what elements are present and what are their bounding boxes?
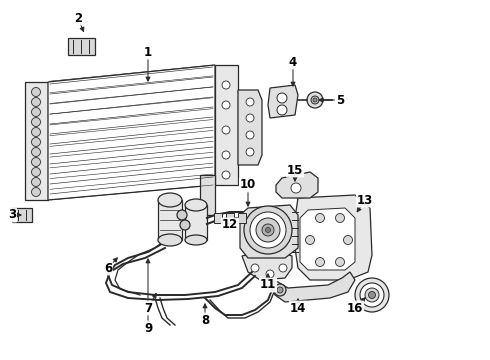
Polygon shape: [240, 205, 298, 258]
Circle shape: [222, 151, 230, 159]
Text: 1: 1: [144, 45, 152, 58]
Circle shape: [246, 98, 254, 106]
Circle shape: [266, 270, 274, 278]
Polygon shape: [276, 172, 318, 198]
Circle shape: [355, 278, 389, 312]
Circle shape: [246, 148, 254, 156]
Text: 3: 3: [8, 208, 16, 221]
Circle shape: [277, 105, 287, 115]
Polygon shape: [242, 252, 292, 280]
Circle shape: [222, 81, 230, 89]
Polygon shape: [25, 82, 48, 200]
Ellipse shape: [185, 199, 207, 211]
Polygon shape: [268, 85, 298, 118]
Circle shape: [277, 93, 287, 103]
Circle shape: [251, 264, 259, 272]
Circle shape: [31, 117, 41, 126]
Circle shape: [244, 206, 292, 254]
Ellipse shape: [185, 235, 207, 245]
Circle shape: [307, 92, 323, 108]
Circle shape: [266, 228, 270, 233]
Circle shape: [277, 287, 283, 293]
Circle shape: [316, 257, 324, 266]
Circle shape: [222, 126, 230, 134]
Circle shape: [31, 108, 41, 117]
Polygon shape: [238, 90, 262, 165]
Circle shape: [336, 213, 344, 222]
Circle shape: [279, 264, 287, 272]
Circle shape: [313, 98, 317, 102]
Text: 12: 12: [222, 219, 238, 231]
Circle shape: [311, 96, 319, 104]
Circle shape: [222, 171, 230, 179]
Circle shape: [246, 114, 254, 122]
Text: 16: 16: [347, 302, 363, 315]
Circle shape: [256, 218, 280, 242]
Polygon shape: [238, 213, 246, 223]
Circle shape: [305, 235, 315, 244]
Circle shape: [360, 283, 384, 307]
Circle shape: [31, 167, 41, 176]
Polygon shape: [48, 65, 215, 200]
Circle shape: [343, 235, 352, 244]
Text: 10: 10: [240, 179, 256, 192]
Circle shape: [222, 101, 230, 109]
Text: 11: 11: [260, 279, 276, 292]
Circle shape: [177, 210, 187, 220]
Circle shape: [274, 284, 286, 296]
Text: 9: 9: [144, 321, 152, 334]
Polygon shape: [158, 200, 182, 240]
Polygon shape: [200, 175, 215, 215]
Text: 4: 4: [289, 55, 297, 68]
Circle shape: [336, 257, 344, 266]
Polygon shape: [185, 205, 207, 240]
Polygon shape: [300, 208, 355, 270]
Polygon shape: [215, 65, 238, 185]
Circle shape: [291, 183, 301, 193]
Circle shape: [31, 87, 41, 96]
Text: 8: 8: [201, 314, 209, 327]
Polygon shape: [214, 213, 222, 223]
Text: 5: 5: [336, 94, 344, 107]
Circle shape: [31, 98, 41, 107]
Text: 14: 14: [290, 302, 306, 315]
Circle shape: [316, 213, 324, 222]
Polygon shape: [270, 272, 355, 302]
Polygon shape: [68, 38, 95, 55]
Circle shape: [31, 158, 41, 166]
Circle shape: [31, 138, 41, 147]
Circle shape: [31, 188, 41, 197]
Circle shape: [31, 127, 41, 136]
Polygon shape: [226, 213, 234, 223]
Circle shape: [246, 131, 254, 139]
Text: 15: 15: [287, 163, 303, 176]
Ellipse shape: [158, 193, 182, 207]
Text: 7: 7: [144, 302, 152, 315]
Polygon shape: [295, 195, 372, 280]
Text: 6: 6: [104, 261, 112, 274]
Circle shape: [250, 212, 286, 248]
Polygon shape: [12, 208, 32, 222]
Circle shape: [368, 292, 375, 298]
Circle shape: [365, 288, 379, 302]
Circle shape: [31, 177, 41, 186]
Text: 2: 2: [74, 12, 82, 24]
Circle shape: [31, 148, 41, 157]
Circle shape: [262, 224, 274, 236]
Ellipse shape: [158, 234, 182, 246]
Circle shape: [180, 220, 190, 230]
Text: 13: 13: [357, 194, 373, 207]
